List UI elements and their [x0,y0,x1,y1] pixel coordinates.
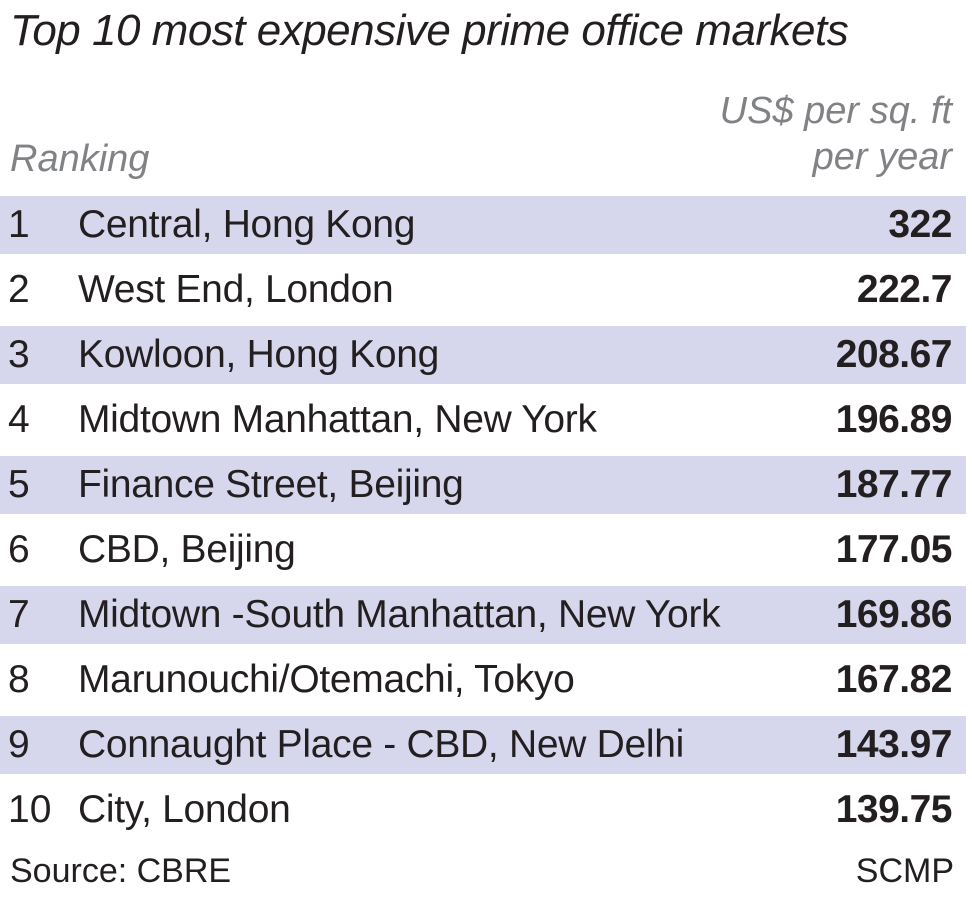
table-row: 6 CBD, Beijing 177.05 [0,521,966,579]
table-row: 1 Central, Hong Kong 322 [0,196,966,254]
value-cell: 322 [888,203,952,246]
market-cell: Finance Street, Beijing [78,463,464,506]
rank-cell: 1 [8,203,30,246]
value-cell: 208.67 [835,333,953,376]
value-cell: 169.86 [835,593,953,636]
value-cell: 187.77 [835,463,953,506]
value-cell: 143.97 [835,723,953,766]
source-note: Source: CBRE [10,852,232,890]
unit-header: US$ per sq. ft per year [552,88,952,180]
rank-cell: 6 [8,528,30,571]
table-row: 3 Kowloon, Hong Kong 208.67 [0,326,966,384]
ranking-header: Ranking [10,138,150,180]
value-cell: 222.7 [856,268,953,311]
unit-header-line1: US$ per sq. ft [719,90,952,132]
market-cell: Midtown Manhattan, New York [78,398,597,441]
table-row: 4 Midtown Manhattan, New York 196.89 [0,391,966,449]
table-row: 5 Finance Street, Beijing 187.77 [0,456,966,514]
rank-cell: 10 [8,788,52,831]
market-cell: West End, London [78,268,394,311]
table-row: 9 Connaught Place - CBD, New Delhi 143.97 [0,716,966,774]
chart-title: Top 10 most expensive prime office marke… [10,6,849,55]
value-cell: 196.89 [835,398,953,441]
rank-cell: 9 [8,723,30,766]
rank-cell: 5 [8,463,30,506]
unit-header-line2: per year [812,136,952,178]
ranking-table: 1 Central, Hong Kong 322 2 West End, London 2… [0,196,966,846]
value-cell: 167.82 [835,658,953,701]
table-row: 2 West End, London 222.7 [0,261,966,319]
market-cell: Connaught Place - CBD, New Delhi [78,723,685,766]
market-cell: CBD, Beijing [78,528,296,571]
rank-cell: 2 [8,268,30,311]
value-cell: 177.05 [835,528,953,571]
rank-cell: 7 [8,593,30,636]
table-row: 8 Marunouchi/Otemachi, Tokyo 167.82 [0,651,966,709]
rank-cell: 3 [8,333,30,376]
market-cell: Marunouchi/Otemachi, Tokyo [78,658,575,701]
market-cell: Kowloon, Hong Kong [78,333,440,376]
rank-cell: 8 [8,658,30,701]
value-cell: 139.75 [835,788,953,831]
market-cell: Midtown -South Manhattan, New York [78,593,721,636]
rank-cell: 4 [8,398,30,441]
table-row: 10 City, London 139.75 [0,781,966,839]
market-cell: Central, Hong Kong [78,203,416,246]
credit-note: SCMP [855,852,954,890]
market-cell: City, London [78,788,291,831]
table-row: 7 Midtown -South Manhattan, New York 169.8… [0,586,966,644]
